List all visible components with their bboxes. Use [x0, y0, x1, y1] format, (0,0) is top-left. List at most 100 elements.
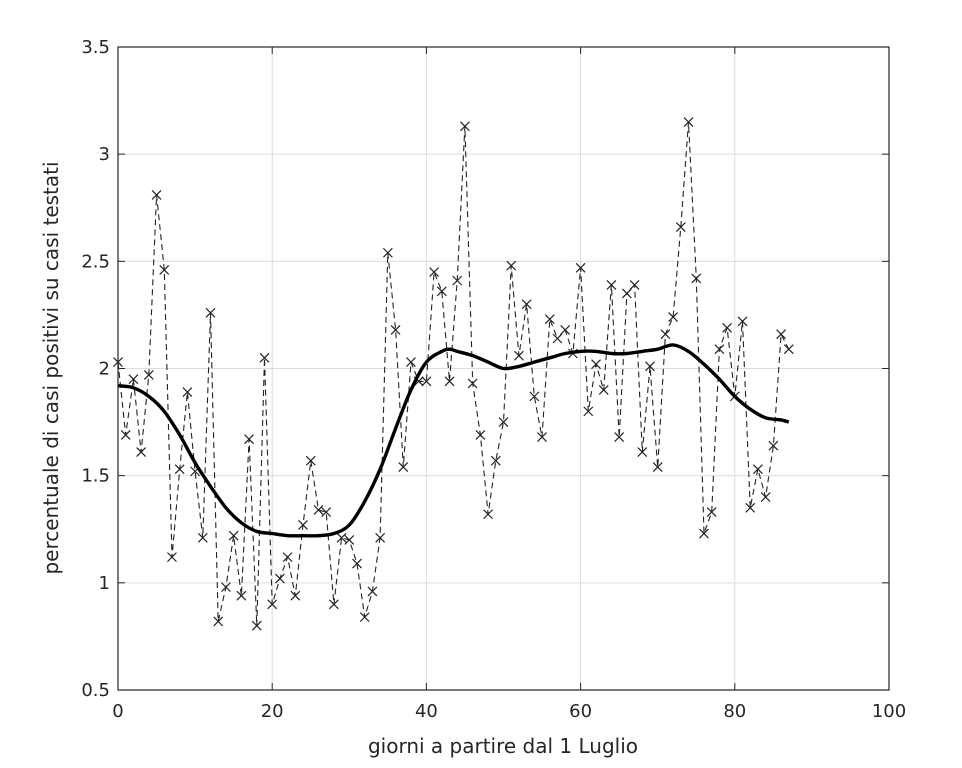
- data-point-marker: [251, 620, 262, 631]
- data-point-marker: [406, 357, 416, 367]
- data-point-marker: [174, 464, 185, 475]
- y-tick-label: 2: [99, 359, 110, 380]
- data-point-marker: [274, 573, 285, 584]
- y-tick-label: 1.5: [81, 466, 110, 487]
- data-point-marker: [537, 432, 547, 443]
- data-point-marker: [652, 462, 663, 473]
- x-tick-label: 60: [569, 701, 592, 722]
- data-point-marker: [660, 329, 671, 340]
- data-point-marker: [544, 314, 555, 325]
- data-point-marker: [760, 492, 771, 503]
- data-point-marker: [629, 279, 640, 290]
- data-point-marker: [475, 430, 486, 440]
- data-point-marker: [714, 344, 725, 355]
- data-point-marker: [328, 599, 339, 610]
- data-point-marker: [675, 222, 686, 232]
- data-point-marker: [375, 532, 386, 543]
- data-point-marker: [236, 590, 247, 601]
- data-point-marker: [213, 616, 224, 627]
- x-axis-title: giorni a partire dal 1 Luglio: [368, 734, 638, 758]
- data-point-marker: [136, 447, 147, 458]
- data-point-marker: [228, 530, 239, 541]
- data-point-marker: [490, 455, 501, 466]
- y-tick-label: 3.5: [81, 37, 110, 58]
- data-point-marker: [336, 532, 347, 543]
- data-point-marker: [691, 273, 702, 284]
- data-point-marker: [575, 262, 586, 273]
- data-point-marker: [367, 586, 378, 597]
- data-point-marker: [529, 391, 540, 402]
- data-point-marker: [498, 417, 509, 428]
- trend-line: [117, 343, 790, 538]
- data-point-marker: [120, 430, 131, 440]
- data-point-marker: [421, 376, 432, 387]
- data-point-marker: [205, 307, 216, 318]
- ticks: 0 20 40 60 80 100 0.5 1 1.5 2 2.5 3 3.5: [81, 37, 906, 722]
- x-tick-label: 100: [872, 701, 906, 722]
- data-point-marker: [352, 558, 362, 569]
- data-point-marker: [699, 528, 709, 539]
- data-point-marker: [143, 370, 154, 380]
- data-point-marker: [783, 344, 794, 355]
- y-tick-label: 2.5: [81, 251, 110, 272]
- data-point-marker: [390, 324, 401, 335]
- data-point-marker: [513, 350, 524, 361]
- data-point-marker: [444, 376, 455, 387]
- data-point-marker: [637, 447, 648, 458]
- data-point-marker: [506, 260, 517, 271]
- data-point-marker: [521, 299, 532, 310]
- y-tick-label: 0.5: [81, 680, 110, 701]
- data-point-marker: [282, 552, 293, 563]
- data-point-marker: [745, 502, 756, 513]
- data-point-marker: [645, 361, 655, 372]
- data-point-marker: [706, 507, 717, 518]
- data-point-marker: [321, 507, 332, 518]
- data-point-marker: [683, 117, 694, 127]
- data-point-marker: [614, 432, 625, 443]
- data-point-marker: [298, 520, 308, 530]
- daily-series-markers: [113, 117, 794, 631]
- data-point-marker: [429, 267, 440, 277]
- data-point-marker: [244, 434, 254, 445]
- data-point-marker: [722, 322, 733, 333]
- y-tick-label: 1: [99, 573, 110, 594]
- data-point-marker: [560, 324, 571, 335]
- data-point-marker: [460, 121, 470, 132]
- data-point-marker: [182, 387, 193, 398]
- x-tick-label: 20: [261, 701, 284, 722]
- data-point-marker: [452, 275, 463, 286]
- data-point-marker: [776, 329, 786, 340]
- y-tick-label: 3: [99, 144, 110, 165]
- x-tick-label: 0: [112, 701, 123, 722]
- data-point-marker: [483, 509, 494, 520]
- data-point-marker: [313, 505, 324, 515]
- data-point-marker: [583, 406, 594, 417]
- data-point-marker: [159, 264, 170, 275]
- data-point-marker: [753, 464, 763, 475]
- daily-series-line: [117, 121, 790, 626]
- data-point-marker: [267, 599, 278, 610]
- data-point-marker: [552, 333, 563, 344]
- x-tick-label: 40: [415, 701, 438, 722]
- data-point-marker: [668, 312, 679, 322]
- data-point-marker: [598, 385, 609, 395]
- series-layer: [113, 117, 794, 631]
- data-point-marker: [305, 455, 316, 466]
- data-point-marker: [606, 279, 617, 290]
- data-point-marker: [167, 552, 177, 563]
- data-point-marker: [344, 535, 355, 545]
- data-point-marker: [467, 378, 478, 389]
- y-axis-title: percentuale di casi positivi su casi tes…: [39, 161, 63, 574]
- data-point-marker: [359, 612, 370, 623]
- data-point-marker: [382, 247, 393, 258]
- data-point-marker: [151, 189, 162, 200]
- data-point-marker: [290, 590, 301, 601]
- data-point-marker: [621, 288, 632, 299]
- data-point-marker: [768, 440, 779, 451]
- data-point-marker: [436, 286, 447, 297]
- x-tick-label: 80: [723, 701, 746, 722]
- data-point-marker: [737, 316, 748, 327]
- data-point-marker: [398, 462, 409, 473]
- data-point-marker: [591, 359, 601, 370]
